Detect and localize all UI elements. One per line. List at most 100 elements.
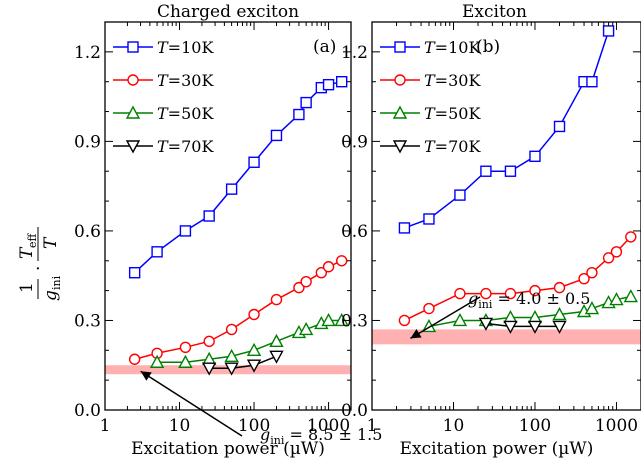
annotation-text: gini = 4.0 ± 0.5 — [468, 289, 590, 311]
data-point — [270, 293, 283, 306]
legend-marker — [127, 41, 139, 53]
legend-marker — [125, 105, 141, 119]
data-point — [552, 307, 567, 321]
svg-text:·: · — [29, 266, 49, 271]
panel-exciton: 1 10 100 1000 0.0 0.3 0.6 0.9 1.2 Exciton (b) Excit… — [341, 2, 641, 459]
legend-label: T=10K — [424, 38, 481, 57]
y-axis-label: 1 g ini · T eff T — [17, 227, 63, 301]
data-point — [178, 354, 193, 368]
data-point — [586, 75, 598, 88]
shaded-band — [105, 365, 351, 375]
data-point — [480, 287, 492, 300]
data-point — [610, 246, 623, 258]
data-point — [300, 96, 312, 109]
data-point — [423, 213, 435, 225]
data-point — [504, 165, 517, 177]
data-point — [270, 129, 283, 142]
data-point — [623, 289, 638, 303]
legend-marker — [125, 140, 141, 154]
y-tick-label: 0.6 — [74, 222, 101, 242]
data-point — [248, 156, 260, 168]
data-point — [552, 320, 567, 334]
data-point — [625, 231, 637, 243]
data-point — [203, 210, 215, 222]
y-tick-label: 0.0 — [341, 401, 368, 421]
series-line-70k — [209, 355, 277, 369]
y-tick-label: 0.6 — [341, 222, 368, 242]
legend-label: T=70K — [424, 137, 481, 156]
data-point — [248, 308, 260, 321]
legend-label: T=30K — [157, 71, 214, 90]
legend-label: T=70K — [157, 137, 214, 156]
svg-text:T: T — [17, 246, 37, 259]
legend-marker — [394, 41, 406, 53]
data-point — [423, 302, 435, 315]
data-point — [454, 189, 466, 201]
data-point — [149, 354, 165, 368]
data-point — [225, 323, 238, 336]
data-point — [602, 25, 615, 37]
svg-text:T: T — [41, 236, 61, 249]
x-tick-label: 1000 — [307, 416, 350, 436]
data-point — [335, 255, 348, 267]
legend-label: T=50K — [424, 104, 481, 123]
legend-marker — [394, 74, 406, 86]
arrow-head — [140, 371, 152, 381]
data-point — [322, 261, 335, 273]
panel-title: Charged exciton — [157, 2, 299, 22]
data-point — [269, 350, 284, 364]
data-point — [269, 333, 284, 348]
legend-label: T=30K — [424, 71, 481, 90]
annotation-arrow — [140, 370, 243, 437]
x-tick-label: 100 — [519, 416, 551, 436]
panel-letter: (b) — [476, 37, 500, 57]
arrow-head — [410, 328, 422, 339]
data-point — [225, 183, 238, 195]
annotation: gini = 4.0 ± 0.5 — [410, 289, 590, 340]
data-point — [293, 108, 305, 121]
shaded-band — [372, 329, 641, 345]
data-point — [224, 348, 239, 362]
data-point — [179, 341, 192, 354]
data-point — [609, 292, 624, 306]
data-point — [480, 165, 492, 177]
y-tick-label: 0.9 — [341, 132, 368, 152]
data-point — [529, 150, 541, 163]
data-point — [203, 335, 215, 348]
x-tick-label: 100 — [238, 416, 270, 436]
y-tick-label: 1.2 — [341, 43, 368, 63]
data-point — [128, 267, 141, 279]
data-point — [335, 75, 348, 88]
legend-marker — [392, 140, 408, 154]
data-point — [246, 359, 262, 373]
y-tick-label: 0.9 — [74, 132, 101, 152]
annotation-text: gini = 8.5 ± 1.5 — [260, 425, 382, 447]
y-tick-label: 0.3 — [341, 311, 368, 331]
legend-label: T=10K — [157, 38, 214, 57]
data-point — [602, 252, 615, 264]
legend: T=10K T=30K T=50K T=70K — [380, 38, 481, 156]
data-point — [300, 275, 312, 288]
x-tick-label: 10 — [169, 416, 191, 436]
annotation: gini = 8.5 ± 1.5 — [140, 370, 382, 447]
data-point — [398, 314, 411, 327]
data-point — [503, 320, 518, 334]
y-tick-label: 0.3 — [74, 311, 101, 331]
data-point — [553, 281, 566, 294]
data-point — [578, 272, 590, 285]
panel-letter: (a) — [313, 37, 336, 57]
data-point — [527, 320, 543, 334]
plot-frame — [371, 21, 641, 411]
x-tick-label: 1 — [100, 416, 111, 436]
legend-label: T=50K — [157, 104, 214, 123]
data-point — [553, 120, 566, 133]
legend-marker — [392, 105, 408, 119]
data-point — [298, 321, 314, 336]
data-point — [478, 317, 494, 331]
svg-text:ini: ini — [50, 275, 63, 290]
data-point — [321, 312, 336, 327]
data-point — [454, 287, 466, 300]
svg-text:eff: eff — [26, 232, 39, 248]
legend: T=10K T=30K T=50K T=70K — [113, 38, 214, 156]
x-tick-label: 1000 — [595, 416, 638, 436]
